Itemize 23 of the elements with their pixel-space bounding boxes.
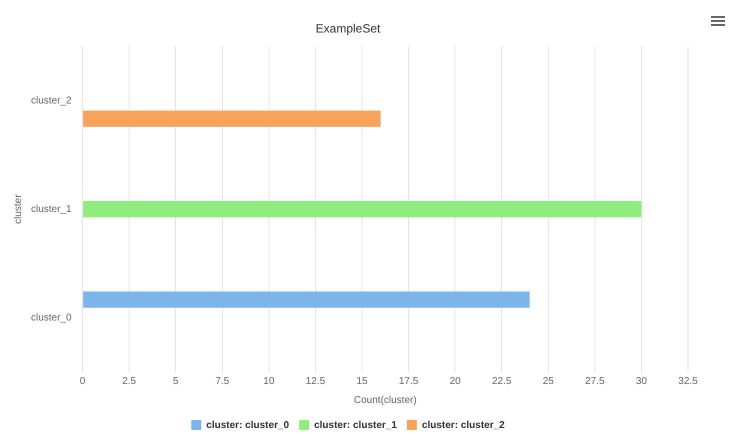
x-tick-label: 32.5 <box>678 376 698 387</box>
x-tick-label: 10 <box>263 376 275 387</box>
x-tick-label: 20 <box>450 376 462 387</box>
x-tick-label: 17.5 <box>398 376 419 387</box>
x-tick-label: 2.5 <box>122 376 137 387</box>
x-tick-label: 5 <box>172 376 179 387</box>
legend-label: cluster: cluster_1 <box>314 420 398 431</box>
y-tick-label: cluster_1 <box>31 204 72 215</box>
legend-label: cluster: cluster_0 <box>206 420 290 431</box>
y-tick-label: cluster_2 <box>31 95 72 106</box>
x-tick-label: 27.5 <box>585 376 606 387</box>
x-tick-label: 0 <box>80 376 86 387</box>
y-axis-title: cluster <box>12 194 24 224</box>
x-axis-title: Count(cluster) <box>354 394 417 406</box>
x-tick-label: 22.5 <box>492 376 512 387</box>
y-tick-label: cluster_0 <box>31 312 72 324</box>
x-tick-label: 12.5 <box>306 376 326 387</box>
legend-label: cluster: cluster_2 <box>422 420 506 431</box>
x-tick-label: 25 <box>542 376 554 387</box>
x-tick-label: 7.5 <box>215 376 230 387</box>
chart-title: ExampleSet <box>316 22 382 36</box>
x-tick-label: 15 <box>356 376 368 387</box>
x-tick-label: 30 <box>636 376 648 387</box>
